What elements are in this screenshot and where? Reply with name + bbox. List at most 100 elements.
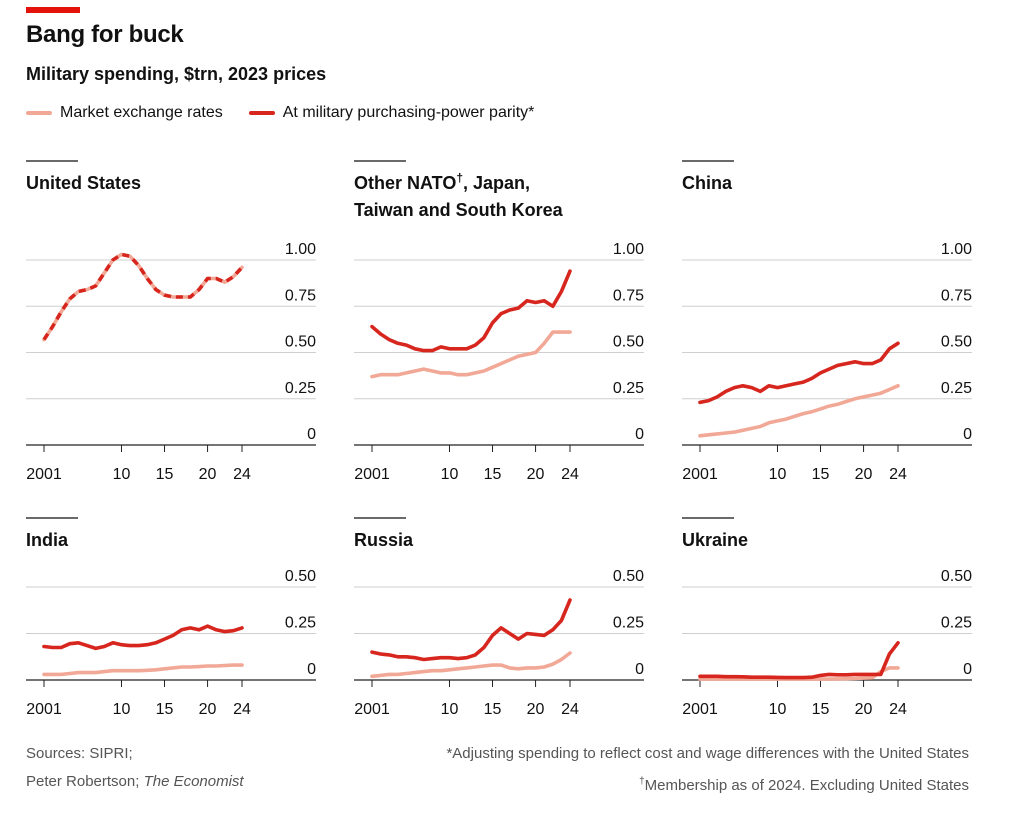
panel-title-other-nato: Other NATO†, Japan, xyxy=(354,171,530,193)
legend-label-market: Market exchange rates xyxy=(60,104,223,121)
y-tick-label-china-4: 0 xyxy=(963,426,972,443)
y-tick-label-russia-2: 0 xyxy=(635,661,644,678)
panel-title-dagger-other-nato: † xyxy=(456,171,463,185)
y-tick-label-india-2: 0 xyxy=(307,661,316,678)
brand-accent-bar xyxy=(26,7,80,13)
line-ppp-other-nato xyxy=(370,269,572,353)
x-tick-label-united-states-0: 2001 xyxy=(26,466,62,483)
chart-title: Bang for buck xyxy=(26,21,184,48)
sources-line-1: Sources: SIPRI; xyxy=(26,745,133,762)
line-market-china xyxy=(698,384,900,438)
line-ppp-united-states xyxy=(42,252,244,341)
x-tick-label-india-4: 24 xyxy=(233,701,251,718)
y-tick-label-other-nato-4: 0 xyxy=(635,426,644,443)
y-tick-label-russia-1: 0.25 xyxy=(613,615,644,632)
y-tick-label-other-nato-2: 0.50 xyxy=(613,334,644,351)
legend: Market exchange rates At military purcha… xyxy=(26,104,560,122)
x-tick-label-china-3: 20 xyxy=(855,466,873,483)
line-ppp-russia xyxy=(370,598,572,662)
x-tick-label-india-1: 10 xyxy=(113,701,131,718)
footnote-ppp: *Adjusting spending to reflect cost and … xyxy=(446,745,969,762)
x-tick-label-ukraine-2: 15 xyxy=(812,701,830,718)
dagger-mark: † xyxy=(639,776,645,787)
y-tick-label-united-states-1: 0.75 xyxy=(285,287,316,304)
x-tick-label-russia-4: 24 xyxy=(561,701,579,718)
legend-item-market: Market exchange rates xyxy=(26,104,223,122)
panel-title-russia: Russia xyxy=(354,530,414,550)
y-tick-label-india-0: 0.50 xyxy=(285,568,316,585)
x-tick-label-ukraine-1: 10 xyxy=(769,701,787,718)
x-tick-label-united-states-1: 10 xyxy=(113,466,131,483)
x-tick-label-other-nato-1: 10 xyxy=(441,466,459,483)
sources-author: Peter Robertson; xyxy=(26,773,144,790)
footnotes: *Adjusting spending to reflect cost and … xyxy=(446,740,969,800)
x-tick-label-united-states-4: 24 xyxy=(233,466,251,483)
x-tick-label-russia-0: 2001 xyxy=(354,701,390,718)
x-tick-label-india-0: 2001 xyxy=(26,701,62,718)
x-tick-label-other-nato-0: 2001 xyxy=(354,466,390,483)
x-tick-label-united-states-3: 20 xyxy=(199,466,217,483)
line-ppp-india xyxy=(42,624,244,651)
legend-label-ppp: At military purchasing-power parity* xyxy=(282,104,535,121)
y-tick-label-ukraine-1: 0.25 xyxy=(941,615,972,632)
footnote-membership: †Membership as of 2024. Excluding United… xyxy=(446,768,969,800)
y-tick-label-ukraine-2: 0 xyxy=(963,661,972,678)
y-tick-label-united-states-4: 0 xyxy=(307,426,316,443)
x-tick-label-ukraine-0: 2001 xyxy=(682,701,718,718)
panel-title-text-ukraine: Ukraine xyxy=(682,530,748,550)
panel-title-rest-other-nato: , Japan, xyxy=(463,173,530,193)
y-tick-label-other-nato-1: 0.75 xyxy=(613,287,644,304)
panel-title-text-russia: Russia xyxy=(354,530,414,550)
y-tick-label-india-1: 0.25 xyxy=(285,615,316,632)
panel-title-text-other-nato: Other NATO xyxy=(354,173,456,193)
footnote-membership-text: Membership as of 2024. Excluding United … xyxy=(644,777,969,794)
legend-swatch-market xyxy=(26,111,52,115)
panel-title-united-states: United States xyxy=(26,173,141,193)
line-market-other-nato xyxy=(370,330,572,379)
x-tick-label-india-2: 15 xyxy=(156,701,174,718)
x-tick-label-russia-2: 15 xyxy=(484,701,502,718)
y-tick-label-china-2: 0.50 xyxy=(941,334,972,351)
legend-swatch-ppp xyxy=(248,111,275,115)
y-tick-label-china-1: 0.75 xyxy=(941,287,972,304)
x-tick-label-china-2: 15 xyxy=(812,466,830,483)
sources-publisher: The Economist xyxy=(143,773,244,790)
x-tick-label-ukraine-3: 20 xyxy=(855,701,873,718)
panel-title-ukraine: Ukraine xyxy=(682,530,748,550)
x-tick-label-other-nato-3: 20 xyxy=(527,466,545,483)
sources-line-2: Peter Robertson; The Economist xyxy=(26,768,244,796)
y-tick-label-united-states-2: 0.50 xyxy=(285,334,316,351)
panel-title-text-united-states: United States xyxy=(26,173,141,193)
panel-title-text-india: India xyxy=(26,530,69,550)
x-tick-label-united-states-2: 15 xyxy=(156,466,174,483)
y-tick-label-united-states-0: 1.00 xyxy=(285,241,316,258)
panel-title-line2-other-nato: Taiwan and South Korea xyxy=(354,200,564,220)
panel-title-india: India xyxy=(26,530,69,550)
y-tick-label-china-0: 1.00 xyxy=(941,241,972,258)
x-tick-label-other-nato-4: 24 xyxy=(561,466,579,483)
x-tick-label-india-3: 20 xyxy=(199,701,217,718)
line-market-russia xyxy=(370,651,572,679)
x-tick-label-ukraine-4: 24 xyxy=(889,701,907,718)
line-ppp-china xyxy=(698,341,900,405)
y-tick-label-other-nato-0: 1.00 xyxy=(613,241,644,258)
y-tick-label-ukraine-0: 0.50 xyxy=(941,568,972,585)
panel-title-china: China xyxy=(682,173,733,193)
y-tick-label-china-3: 0.25 xyxy=(941,380,972,397)
chart-subtitle: Military spending, $trn, 2023 prices xyxy=(26,64,327,84)
y-tick-label-other-nato-3: 0.25 xyxy=(613,380,644,397)
x-tick-label-russia-1: 10 xyxy=(441,701,459,718)
line-ppp-ukraine xyxy=(698,641,900,680)
y-tick-label-united-states-3: 0.25 xyxy=(285,380,316,397)
panel-title-text-china: China xyxy=(682,173,733,193)
x-tick-label-china-1: 10 xyxy=(769,466,787,483)
y-tick-label-russia-0: 0.50 xyxy=(613,568,644,585)
x-tick-label-china-4: 24 xyxy=(889,466,907,483)
x-tick-label-china-0: 2001 xyxy=(682,466,718,483)
legend-item-ppp: At military purchasing-power parity* xyxy=(248,104,535,122)
x-tick-label-other-nato-2: 15 xyxy=(484,466,502,483)
x-tick-label-russia-3: 20 xyxy=(527,701,545,718)
sources: Sources: SIPRI; Peter Robertson; The Eco… xyxy=(26,740,244,796)
line-market-india xyxy=(42,663,244,677)
